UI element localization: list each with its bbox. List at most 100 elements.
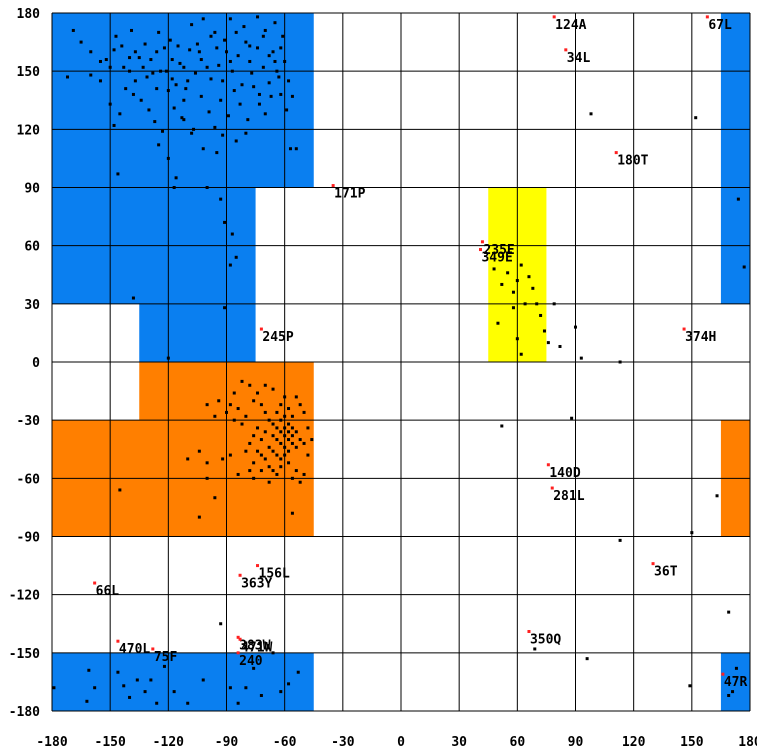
data-point (232, 89, 236, 93)
data-point (52, 686, 56, 690)
outlier-point-34L (564, 48, 568, 52)
data-point (515, 279, 519, 283)
data-point (252, 666, 256, 670)
data-point (98, 79, 102, 83)
region-4 (52, 652, 314, 711)
data-point (213, 414, 217, 418)
outlier-point-383W (236, 635, 240, 639)
data-point (236, 472, 240, 476)
outlier-label-281L: 281L (553, 489, 584, 504)
data-point (168, 38, 172, 42)
data-point (271, 651, 275, 655)
data-point (234, 30, 238, 34)
data-point (259, 438, 263, 442)
data-point (252, 461, 256, 465)
data-point (259, 403, 263, 407)
outlier-point-140D (546, 463, 550, 467)
data-point (500, 424, 504, 428)
data-point (174, 176, 178, 180)
data-point (162, 664, 166, 668)
data-point (240, 422, 244, 426)
data-point (283, 453, 287, 457)
outlier-label-349E: 349E (481, 251, 512, 266)
data-point (85, 699, 89, 703)
x-tick-label: 120 (622, 735, 646, 750)
y-tick-label: -60 (17, 472, 41, 487)
data-point (736, 197, 740, 201)
data-point (287, 449, 291, 453)
data-point (302, 441, 306, 445)
data-point (281, 34, 285, 38)
data-point (228, 17, 232, 21)
data-point (166, 356, 170, 360)
data-point (275, 438, 279, 442)
data-point (178, 61, 182, 65)
x-tick-label: -60 (273, 735, 297, 750)
data-point (104, 58, 108, 62)
data-point (515, 337, 519, 341)
data-point (234, 255, 238, 259)
data-point (279, 418, 283, 422)
data-point (267, 445, 271, 449)
data-point (263, 28, 267, 32)
data-point (205, 461, 209, 465)
data-point (285, 108, 289, 112)
data-point (287, 422, 291, 426)
data-point (236, 407, 240, 411)
data-point (186, 701, 190, 705)
data-point (133, 50, 137, 54)
outlier-label-67L: 67L (708, 18, 732, 33)
data-point (139, 98, 143, 102)
data-point (213, 30, 217, 34)
data-point (727, 610, 731, 614)
data-point (128, 69, 132, 73)
region-5 (720, 652, 750, 711)
data-point (190, 131, 194, 135)
data-point (734, 666, 738, 670)
data-point (267, 465, 271, 469)
grid-layer (51, 12, 751, 712)
outlier-point-171P (331, 184, 335, 188)
data-point (257, 102, 261, 106)
data-point (172, 106, 176, 110)
data-point (294, 469, 298, 473)
data-point (256, 391, 260, 395)
data-point (294, 445, 298, 449)
data-point (244, 686, 248, 690)
data-point (570, 416, 574, 420)
data-point (742, 265, 746, 269)
data-point (690, 531, 694, 535)
data-point (294, 430, 298, 434)
data-point (246, 118, 250, 122)
data-point (271, 469, 275, 473)
data-point (124, 87, 128, 91)
data-point (248, 383, 252, 387)
data-point (120, 44, 124, 48)
data-point (186, 79, 190, 83)
data-point (180, 116, 184, 120)
outlier-label-47R: 47R (724, 675, 748, 690)
data-point (252, 434, 256, 438)
data-point (157, 143, 161, 147)
y-tick-label: 30 (24, 298, 40, 313)
data-point (122, 684, 126, 688)
outlier-point-75F (151, 647, 155, 651)
data-point (190, 23, 194, 27)
data-point (182, 98, 186, 102)
data-point (263, 457, 267, 461)
data-point (574, 325, 577, 329)
y-tick-label: -180 (9, 705, 40, 720)
data-point (298, 403, 302, 407)
data-point (267, 480, 271, 484)
data-point (267, 54, 271, 58)
data-point (217, 399, 221, 403)
data-point (279, 92, 283, 96)
outlier-point-471W (238, 637, 242, 641)
data-point (256, 449, 260, 453)
outlier-label-350Q: 350Q (530, 633, 561, 648)
data-point (273, 21, 277, 25)
data-point (539, 313, 543, 317)
outlier-label-124A: 124A (555, 18, 586, 33)
data-point (234, 139, 238, 143)
data-point (252, 85, 256, 89)
